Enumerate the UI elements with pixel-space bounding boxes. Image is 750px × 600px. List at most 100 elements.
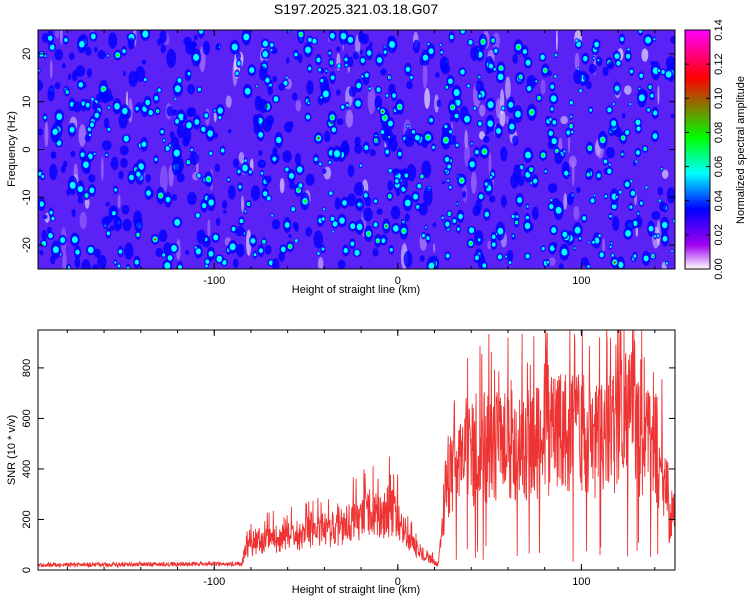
spectrogram-blob [250, 185, 261, 201]
spectrogram-streak [635, 225, 638, 237]
spectrogram-blob-peak [366, 232, 371, 236]
spectrogram-blob-core [611, 203, 617, 210]
spectrogram-blob-core [49, 210, 53, 215]
spectrogram-blob-peak [303, 199, 307, 203]
spectrogram-streak [246, 229, 252, 256]
spectrogram-streak [78, 124, 86, 147]
spectrogram-blob-core [457, 227, 460, 231]
spectrogram-blob-core [44, 54, 47, 58]
spectrogram-blob-core [342, 200, 347, 206]
spectrogram-blob-core [356, 82, 362, 89]
chart-title: S197.2025.321.03.18.G07 [274, 1, 438, 17]
spectrogram-blob-core [218, 115, 222, 120]
spectrogram-blob-core [512, 234, 515, 237]
spectrogram-blob [611, 216, 620, 231]
spectrogram-streak [238, 151, 245, 164]
spectrogram-blob [588, 63, 597, 74]
spectrogram-blob [50, 151, 55, 159]
spectrogram-blob-core [609, 245, 612, 249]
spectrogram-blob [86, 68, 93, 78]
spectrogram-blob-core [405, 66, 411, 72]
spectrogram-blob [272, 147, 278, 155]
spectrogram-blob-peak [328, 52, 331, 54]
spectrogram-blob-core [186, 122, 192, 129]
spectrogram-blob-core [350, 241, 355, 247]
spectrogram-blob-core [487, 120, 493, 127]
spectrogram-blob [221, 200, 228, 210]
spectrogram-blob-core [262, 50, 268, 58]
spectrogram-blob-core [305, 46, 311, 54]
spectrogram-blob-core [540, 54, 545, 60]
spectrogram-blob [212, 132, 219, 139]
spectrogram-blob-core [273, 96, 279, 102]
spectrogram-blob-core [316, 57, 321, 63]
spectrogram-blob [119, 145, 129, 156]
spectrogram-x-tick-label: -100 [203, 275, 225, 287]
spectrogram-streak [159, 165, 168, 194]
spectrogram-blob-core [294, 52, 298, 57]
spectrogram-blob-core [85, 102, 90, 108]
spectrogram-y-tick-label: 20 [21, 48, 33, 60]
spectrogram-blob-core [546, 260, 550, 264]
spectrogram-blob-core [337, 64, 341, 68]
spectrogram-streak [62, 250, 67, 269]
spectrogram-blob-core [395, 179, 399, 183]
snr-y-tick-label: 200 [21, 510, 33, 528]
spectrogram-blob-core [552, 120, 557, 125]
spectrogram-x-axis-label: Height of straight line (km) [292, 284, 420, 296]
spectrogram-blob-core [526, 205, 529, 208]
spectrogram-blob-core [288, 172, 294, 179]
spectrogram-blob-core [320, 78, 324, 83]
spectrogram-blob-core [633, 254, 637, 258]
spectrogram-blob-core [216, 255, 223, 263]
spectrogram-blob-core [89, 122, 94, 128]
spectrogram-blob [176, 124, 186, 139]
spectrogram-blob-core [207, 130, 214, 137]
spectrogram-blob-core [270, 49, 273, 52]
spectrogram-streak [574, 53, 580, 70]
spectrogram-blob-core [447, 164, 451, 169]
spectrogram-blob-core [195, 248, 201, 255]
spectrogram-blob-core [508, 261, 512, 265]
spectrogram-blob [670, 114, 675, 119]
spectrogram-blob [554, 152, 563, 165]
spectrogram-blob [214, 163, 221, 172]
spectrogram-blob-core [630, 190, 636, 196]
spectrogram-blob-core [629, 205, 633, 209]
spectrogram-streak [317, 256, 324, 269]
spectrogram-blob-core [596, 173, 601, 178]
spectrogram-blob [74, 257, 81, 269]
spectrogram-blob [75, 65, 86, 77]
spectrogram-blob-peak [446, 86, 448, 88]
spectrogram-blob-core [496, 128, 502, 134]
spectrogram-blob [193, 42, 198, 48]
spectrogram-blob-core [550, 107, 554, 111]
spectrogram-blob-core [429, 117, 434, 123]
spectrogram-blob [172, 109, 178, 117]
spectrogram-blob-core [280, 246, 286, 253]
spectrogram-streak [79, 211, 87, 230]
spectrogram-blob-core [563, 150, 566, 153]
spectrogram-blob [390, 205, 401, 220]
spectrogram-blob-core [308, 66, 312, 71]
spectrogram-blob [170, 136, 180, 148]
spectrogram-blob-core [657, 69, 661, 73]
spectrogram-blob-core [392, 93, 397, 98]
spectrogram-streak [479, 104, 486, 117]
spectrogram-blob [336, 89, 341, 96]
spectrogram-blob [500, 146, 508, 162]
spectrogram-blob-peak [587, 173, 590, 176]
spectrogram-streak [422, 61, 428, 90]
spectrogram-blob-core [354, 249, 360, 256]
spectrogram-hotspot [388, 77, 390, 79]
spectrogram-blob-core [653, 234, 657, 238]
spectrogram-blob-core [549, 245, 555, 252]
spectrogram-blob-core [625, 130, 630, 135]
spectrogram-texture [38, 30, 675, 269]
spectrogram-blob [86, 168, 90, 174]
spectrogram-blob-core [598, 234, 601, 238]
spectrogram-blob-core [107, 127, 111, 132]
spectrogram-blob [322, 168, 327, 174]
spectrogram-blob-peak [588, 146, 592, 150]
